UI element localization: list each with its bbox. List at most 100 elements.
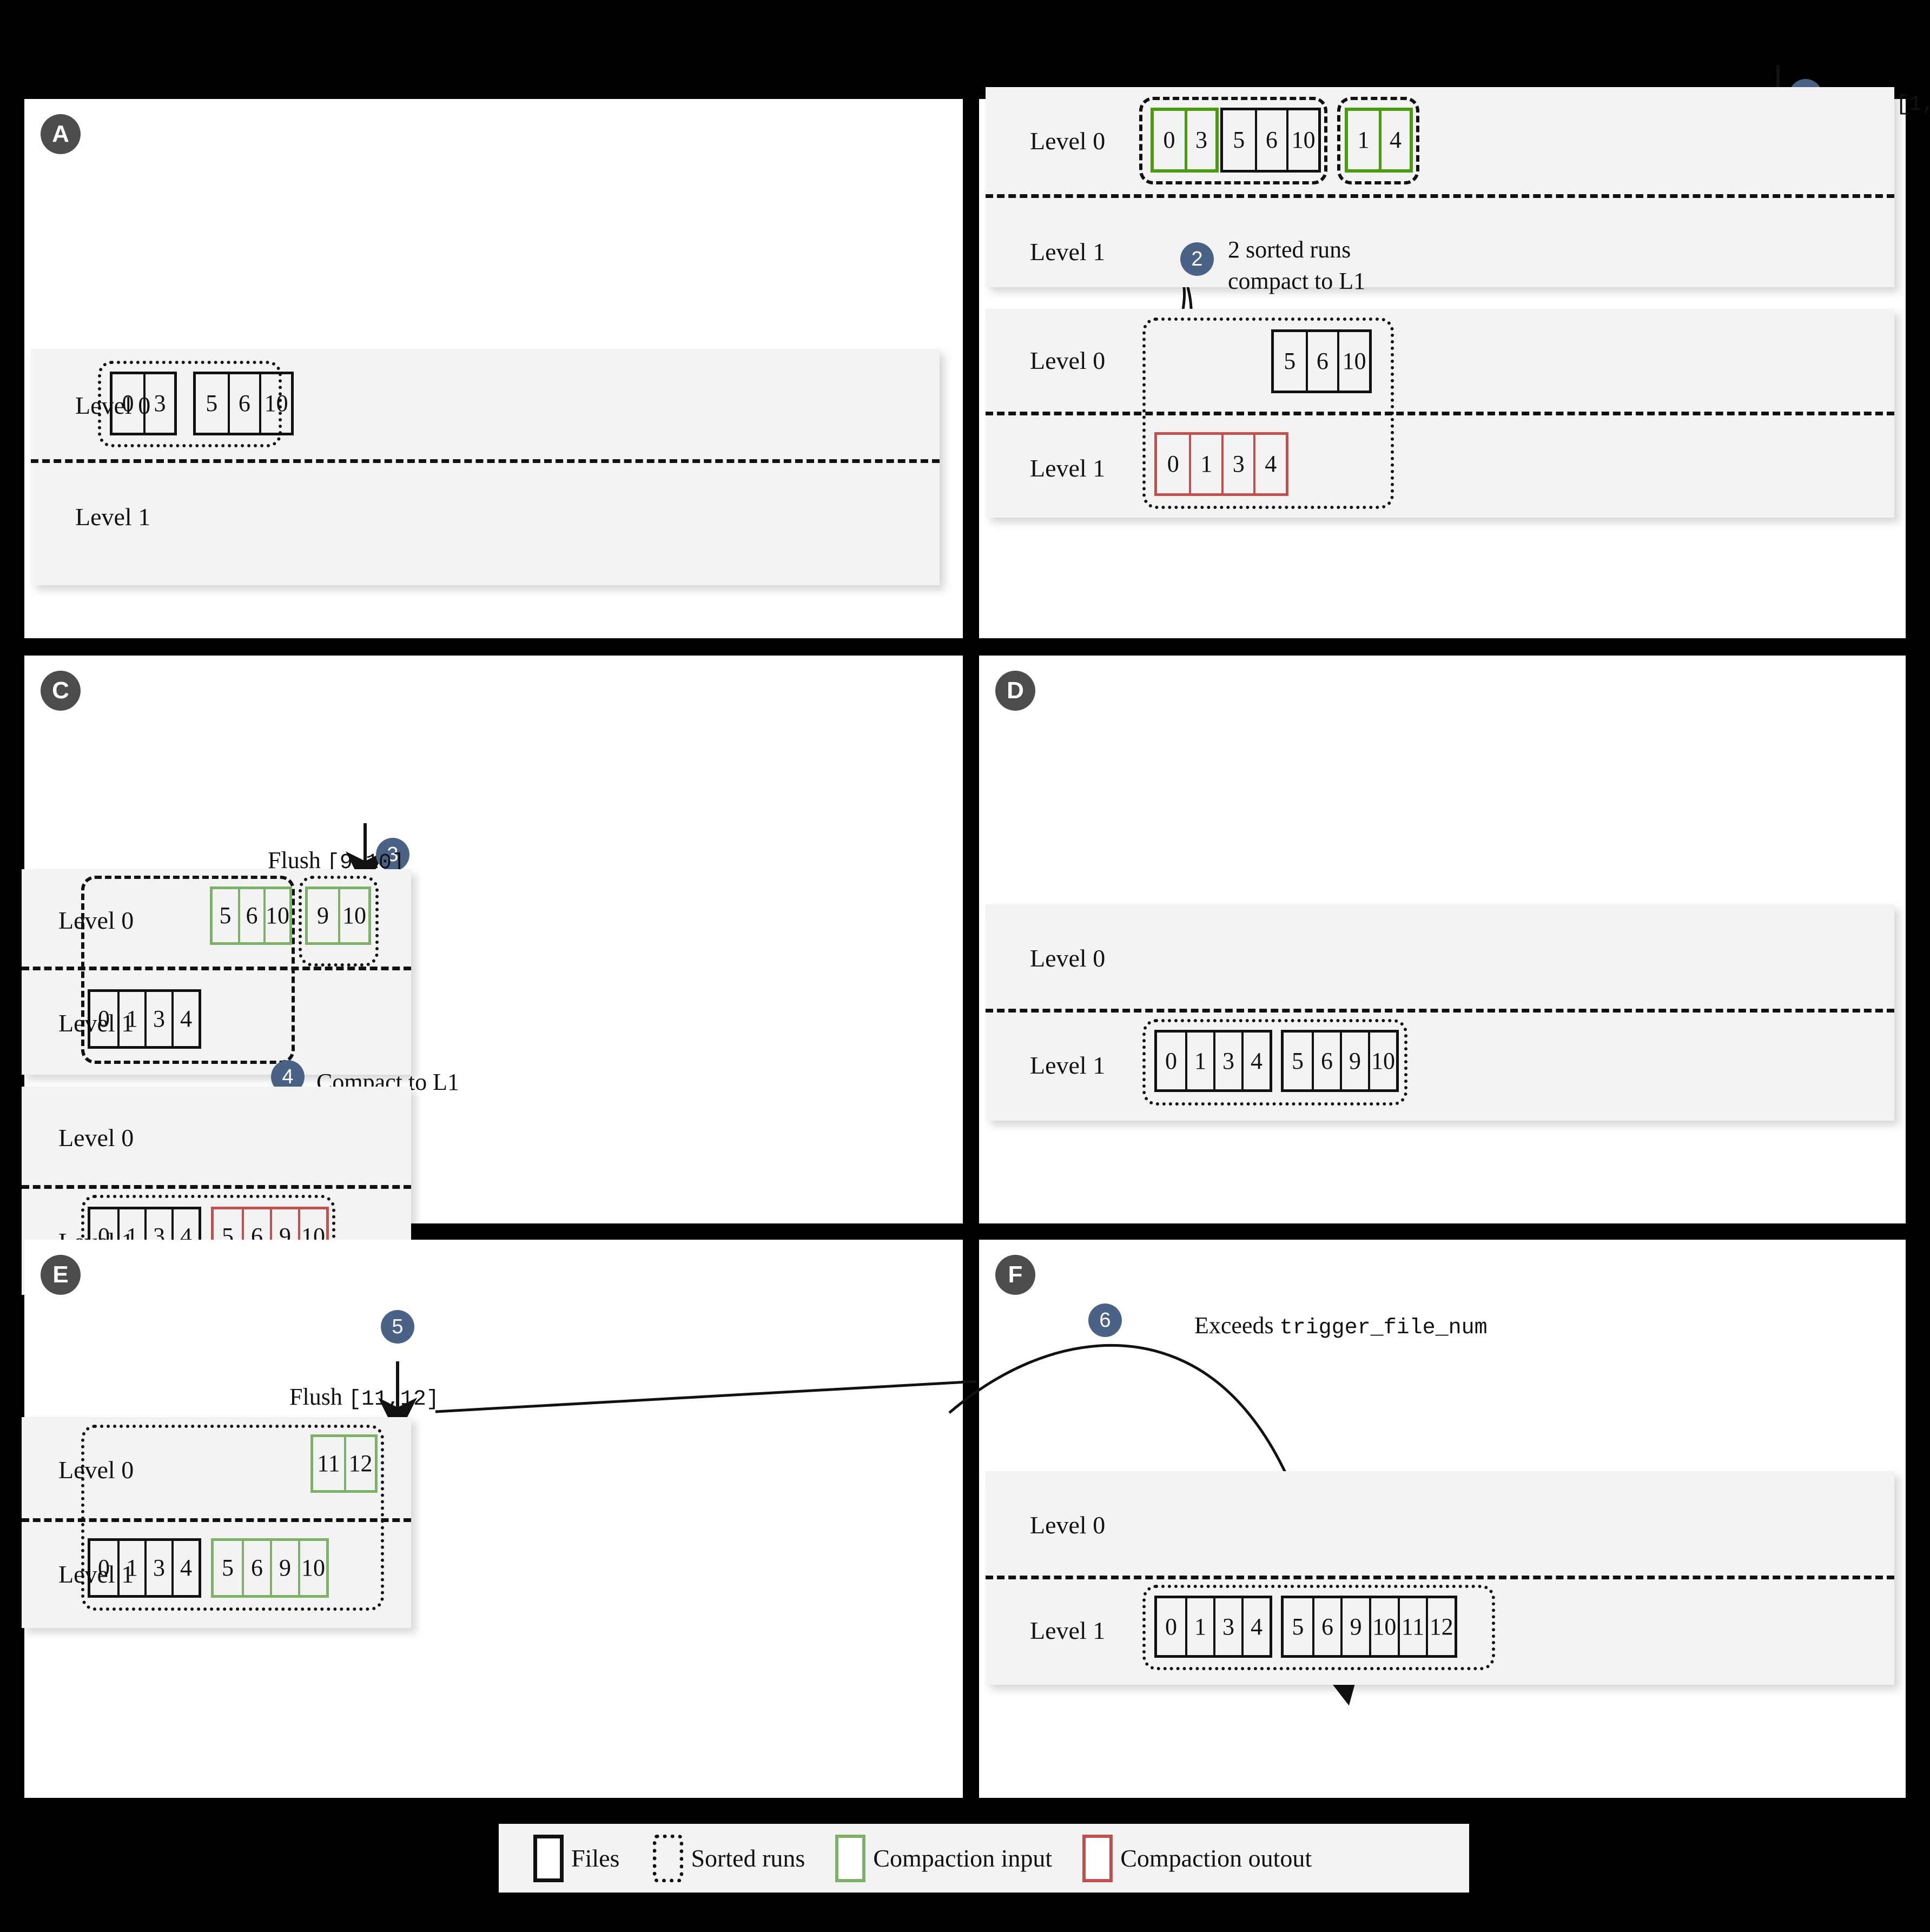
panel-e-badge: E — [41, 1255, 81, 1295]
file-cell: 11 — [1397, 1598, 1426, 1655]
file-cell: 10 — [1367, 1033, 1396, 1089]
file-cell: 5 — [1292, 1613, 1304, 1640]
file-cell: 1 — [117, 992, 144, 1046]
panel-f: F 6 Exceeds trigger_file_num Level 0 Lev… — [948, 1240, 1906, 1798]
trigger-file-num: trigger_file_num — [1279, 1316, 1488, 1340]
file-group: 1 4 — [1345, 108, 1413, 173]
panel-f-badge: F — [995, 1255, 1035, 1295]
file-group: 9 10 — [305, 886, 371, 945]
file-cell: 3 — [144, 1541, 171, 1595]
file-cell: 6 — [1312, 1598, 1341, 1655]
file-group: 0 1 3 4 — [1154, 1030, 1272, 1092]
file-cell: 12 — [343, 1437, 375, 1490]
panel-f-state: Level 0 Level 1 0 1 3 4 5 6 9 10 11 12 — [986, 1471, 1894, 1685]
file-cell: 3 — [1213, 1598, 1241, 1655]
file-cell: 5 — [221, 1554, 234, 1581]
level-divider — [31, 459, 940, 463]
file-cell: 3 — [144, 992, 171, 1046]
level-0-label: Level 0 — [1030, 127, 1106, 155]
file-cell: 5 — [1291, 1047, 1304, 1074]
file-group: 0 1 3 4 — [88, 989, 201, 1049]
level-0-label: Level 0 — [1030, 1511, 1106, 1539]
sorted-runs-swatch — [653, 1834, 684, 1882]
compaction-input-swatch — [835, 1834, 866, 1882]
flush-range: [11,12] — [348, 1387, 439, 1412]
file-cell: 6 — [241, 1541, 270, 1595]
panel-a-badge: A — [41, 114, 81, 154]
compaction-output-swatch — [1082, 1834, 1113, 1882]
panel-d-state: Level 0 Level 1 0 1 3 4 5 6 9 10 — [986, 904, 1894, 1121]
file-cell: 11 — [317, 1450, 340, 1477]
file-cell: 0 — [1165, 1047, 1177, 1074]
file-cell: 10 — [263, 889, 289, 942]
file-cell: 0 — [1163, 127, 1175, 153]
legend-item-sorted-runs: Sorted runs — [653, 1834, 805, 1882]
file-cell: 10 — [1286, 110, 1318, 170]
file-cell: 10 — [338, 889, 368, 942]
file-cell: 9 — [269, 1541, 298, 1595]
step-6-badge: 6 — [1088, 1304, 1122, 1337]
file-group: 11 12 — [310, 1434, 378, 1493]
file-cell: 4 — [1241, 1598, 1270, 1655]
level-1-label: Level 1 — [1030, 454, 1106, 482]
panel-b-state-1: Level 0 Level 1 0 3 5 6 10 1 4 — [986, 87, 1894, 287]
panel-e-state: Level 0 Level 1 11 12 0 1 3 4 5 6 9 10 — [22, 1417, 411, 1628]
file-cell: 6 — [1254, 110, 1287, 170]
level-1-label: Level 1 — [75, 503, 151, 531]
file-cell: 0 — [1167, 451, 1179, 477]
level-divider — [22, 1185, 411, 1189]
level-0-label: Level 0 — [1030, 347, 1106, 374]
file-cell: 0 — [97, 1005, 110, 1032]
file-cell: 9 — [316, 902, 329, 929]
files-swatch — [533, 1834, 564, 1882]
file-group: 0 3 — [1151, 108, 1219, 173]
panel-c: C 3 Flush [9,10] Level 0 Level 1 5 6 10 — [22, 656, 963, 1295]
level-1-label: Level 1 — [58, 1560, 134, 1588]
file-cell: 9 — [1340, 1598, 1369, 1655]
file-cell: 0 — [122, 390, 134, 416]
file-cell: 1 — [1357, 127, 1370, 153]
file-group: 5 6 10 — [210, 886, 292, 945]
file-cell: 0 — [1165, 1613, 1177, 1640]
file-cell: 5 — [219, 902, 232, 929]
panel-b: B 1 Flush [1,4] Level 0 Level 1 0 3 5 — [979, 65, 1930, 638]
legend-label: Compaction input — [873, 1844, 1053, 1872]
level-0-label: Level 0 — [75, 392, 151, 419]
panel-c-state-1: Level 0 Level 1 5 6 10 9 10 0 1 3 4 — [22, 869, 411, 1075]
file-group: 0 1 3 4 — [88, 1538, 201, 1598]
note-2-sorted-runs: 2 sorted runs compact to L1 — [1228, 234, 1365, 297]
panel-b-state-2: Level 0 Level 1 5 6 10 0 1 3 4 — [986, 309, 1894, 518]
level-divider — [986, 1576, 1894, 1579]
file-cell: 6 — [1311, 1033, 1340, 1089]
panel-a-state: Level 0 Level 1 0 3 5 6 10 — [31, 349, 940, 585]
file-cell: 6 — [1305, 332, 1338, 391]
note-2-line-1: 2 sorted runs — [1228, 236, 1351, 263]
level-1-label: Level 1 — [58, 1009, 134, 1037]
file-cell: 5 — [206, 390, 218, 416]
file-group: 5 6 10 — [193, 372, 294, 435]
step-5-badge: 5 — [381, 1310, 414, 1344]
file-cell: 3 — [1213, 1033, 1241, 1089]
flush-word: Flush — [268, 847, 327, 874]
file-group: 5 6 9 10 — [211, 1538, 329, 1598]
panel-d: D Level 0 Level 1 0 1 3 4 5 6 9 10 — [979, 656, 1906, 1223]
flush-range: [1,4] — [1895, 92, 1930, 117]
file-cell: 3 — [1184, 111, 1215, 169]
file-cell: 0 — [97, 1554, 110, 1581]
file-cell: 10 — [1337, 332, 1369, 391]
level-divider — [986, 412, 1894, 415]
file-cell: 10 — [1369, 1598, 1398, 1655]
file-cell: 6 — [227, 374, 260, 433]
level-divider — [22, 967, 411, 970]
panel-a: A Level 0 Level 1 0 3 5 6 10 — [24, 99, 963, 638]
file-group: 5 6 9 10 11 12 — [1281, 1596, 1457, 1658]
exceeds-word: Exceeds — [1194, 1312, 1280, 1339]
file-cell: 1 — [1185, 1598, 1213, 1655]
file-cell: 4 — [171, 992, 199, 1046]
file-cell: 1 — [1189, 435, 1221, 493]
level-divider — [986, 1009, 1894, 1013]
level-0-label: Level 0 — [1030, 944, 1106, 972]
note-2-line-2: compact to L1 — [1228, 268, 1366, 295]
legend-label: Compaction outout — [1120, 1844, 1312, 1872]
file-cell: 12 — [1426, 1598, 1455, 1655]
